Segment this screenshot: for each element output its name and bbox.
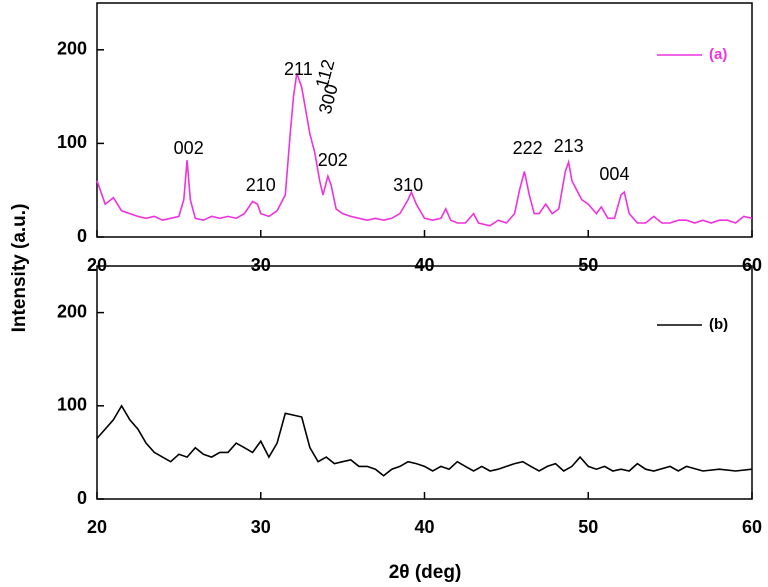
legend-label: (b) bbox=[709, 316, 728, 333]
y-tick-label: 0 bbox=[77, 226, 87, 246]
peak-label: 222 bbox=[513, 138, 543, 158]
y-tick-label: 0 bbox=[77, 488, 87, 508]
y-tick-label: 200 bbox=[57, 301, 87, 321]
y-axis-label: Intensity (a.u.) bbox=[9, 204, 30, 333]
plot-frame bbox=[96, 265, 753, 500]
peak-label: 002 bbox=[174, 138, 204, 158]
x-tick-label: 30 bbox=[251, 517, 271, 537]
x-tick-label: 30 bbox=[251, 255, 271, 275]
peak-label: 211 bbox=[284, 59, 313, 79]
x-tick-label: 50 bbox=[578, 517, 598, 537]
peak-label: 004 bbox=[599, 164, 629, 184]
plot-frame bbox=[96, 2, 753, 238]
x-tick-label: 60 bbox=[742, 517, 762, 537]
x-tick-label: 40 bbox=[414, 517, 434, 537]
data-line bbox=[96, 72, 753, 227]
data-line bbox=[96, 404, 753, 477]
peak-label: 213 bbox=[554, 136, 584, 156]
x-tick-label: 50 bbox=[578, 255, 598, 275]
x-tick-label: 20 bbox=[87, 517, 107, 537]
y-tick-label: 200 bbox=[57, 39, 87, 59]
x-axis-label: 2θ (deg) bbox=[389, 562, 462, 583]
y-tick-label: 100 bbox=[57, 395, 87, 415]
x-tick-label: 60 bbox=[742, 255, 762, 275]
peak-label: 210 bbox=[246, 175, 276, 195]
x-tick-label: 40 bbox=[414, 255, 434, 275]
y-tick-label: 100 bbox=[57, 132, 87, 152]
x-tick-label: 20 bbox=[87, 255, 107, 275]
legend-label: (a) bbox=[709, 46, 727, 63]
peak-label: 310 bbox=[393, 175, 423, 195]
peak-label: 202 bbox=[318, 150, 348, 170]
